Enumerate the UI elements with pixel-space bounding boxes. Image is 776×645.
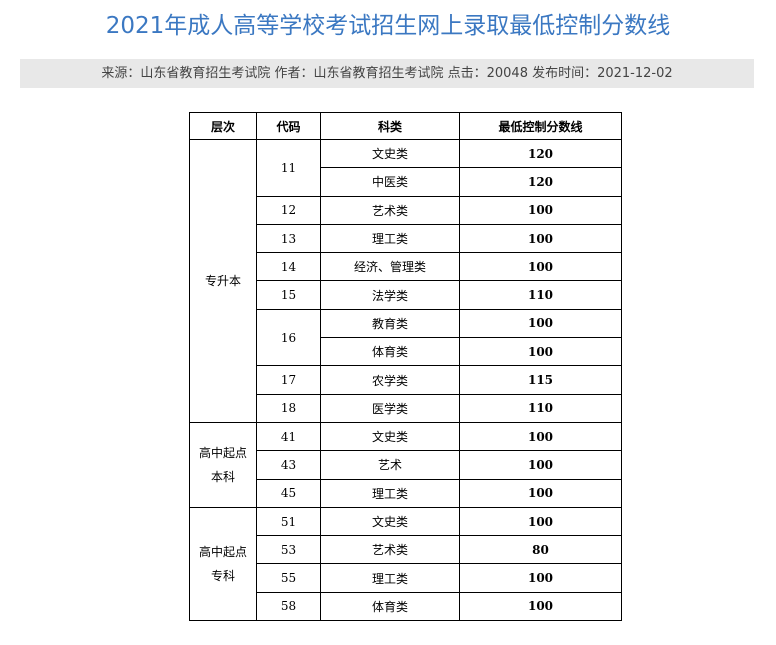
code-cell: 13 (256, 223, 321, 254)
subject-cell: 理工类 (320, 563, 460, 593)
score-cell: 100 (459, 506, 622, 537)
subject-cell: 文史类 (320, 421, 460, 452)
score-cell: 100 (459, 252, 622, 282)
table-row: 58 体育类 100 (190, 591, 622, 622)
table-row: 15 法学类 110 (190, 280, 622, 310)
score-cell: 80 (459, 535, 622, 565)
score-cell: 100 (459, 337, 622, 367)
subject-cell: 教育类 (320, 308, 460, 339)
subject-cell: 艺术 (320, 450, 460, 480)
code-cell: 58 (256, 591, 321, 622)
level-label: 高中起点 (198, 544, 247, 559)
subject-cell: 经济、管理类 (320, 252, 460, 282)
score-cell: 110 (459, 280, 622, 310)
table-row: 18 医学类 110 (190, 393, 622, 423)
header-code: 代码 (256, 112, 321, 140)
code-cell: 12 (256, 195, 321, 225)
level-label: 专升本 (204, 273, 241, 288)
header-subject: 科类 (320, 112, 460, 140)
code-cell: 43 (256, 450, 321, 480)
code-cell: 16 (256, 308, 321, 367)
score-cell: 115 (459, 365, 622, 395)
score-cell: 100 (459, 223, 622, 254)
score-cell: 120 (459, 167, 622, 197)
subject-cell: 理工类 (320, 223, 460, 254)
level-cell: 高中起点 专科 (189, 506, 257, 622)
level-label: 高中起点 (198, 445, 247, 460)
subject-cell: 艺术类 (320, 535, 460, 565)
table-row: 13 理工类 100 (190, 223, 622, 254)
page-title: 2021年成人高等学校考试招生网上录取最低控制分数线 (105, 13, 671, 39)
table-row: 专升本 11 文史类 120 (189, 138, 622, 423)
score-cell: 100 (459, 563, 622, 593)
score-cell: 100 (459, 591, 622, 622)
level-label: 专科 (210, 568, 235, 583)
score-table: 层次 代码 科类 最低控制分数线 专升本 11 文史类 120 中医类 120 12 艺术类 1… (189, 112, 622, 622)
table-row: 43 艺术 100 (190, 450, 622, 480)
score-cell: 100 (459, 421, 622, 452)
code-cell: 15 (256, 280, 321, 310)
code-cell: 41 (256, 421, 321, 452)
score-cell: 110 (459, 393, 622, 423)
code-cell: 51 (256, 506, 321, 537)
table-row: 高中起点 专科 51 文史类 100 (189, 506, 622, 622)
subject-cell: 农学类 (320, 365, 460, 395)
subject-cell: 中医类 (320, 167, 460, 197)
subject-cell: 体育类 (320, 591, 460, 622)
subject-cell: 文史类 (320, 506, 460, 537)
score-cell: 120 (459, 138, 622, 169)
code-cell: 55 (256, 563, 321, 593)
table-row: 45 理工类 100 (190, 478, 622, 508)
subject-cell: 体育类 (320, 337, 460, 367)
table-row: 16 教育类 100 (190, 308, 622, 367)
table-row: 中医类 120 (190, 167, 622, 197)
table-row: 55 理工类 100 (190, 563, 622, 593)
level-label: 本科 (210, 469, 235, 484)
code-cell: 53 (256, 535, 321, 565)
level-cell: 高中起点 本科 (189, 421, 257, 508)
table-row: 12 艺术类 100 (190, 195, 622, 225)
table-row: 17 农学类 115 (190, 365, 622, 395)
score-cell: 100 (459, 308, 622, 339)
subject-cell: 文史类 (320, 138, 460, 169)
score-cell: 100 (459, 195, 622, 225)
subject-cell: 法学类 (320, 280, 460, 310)
article-meta: 来源：山东省教育招生考试院 作者：山东省教育招生考试院 点击：20048 发布时… (20, 59, 754, 88)
code-cell: 14 (256, 252, 321, 282)
subject-cell: 艺术类 (320, 195, 460, 225)
score-cell: 100 (459, 478, 622, 508)
subject-cell: 理工类 (320, 478, 460, 508)
table-row: 高中起点 本科 41 文史类 100 (189, 421, 622, 508)
subject-cell: 医学类 (320, 393, 460, 423)
header-score: 最低控制分数线 (459, 112, 622, 140)
code-cell: 18 (256, 393, 321, 423)
table-header-row: 层次 代码 科类 最低控制分数线 (189, 112, 622, 140)
table-row: 53 艺术类 80 (190, 535, 622, 565)
level-cell: 专升本 (189, 139, 257, 423)
code-cell: 45 (256, 478, 321, 508)
code-cell: 11 (256, 139, 321, 197)
table-row: 14 经济、管理类 100 (190, 252, 622, 282)
code-cell: 17 (256, 365, 321, 395)
header-level: 层次 (189, 112, 257, 140)
score-cell: 100 (459, 450, 622, 480)
